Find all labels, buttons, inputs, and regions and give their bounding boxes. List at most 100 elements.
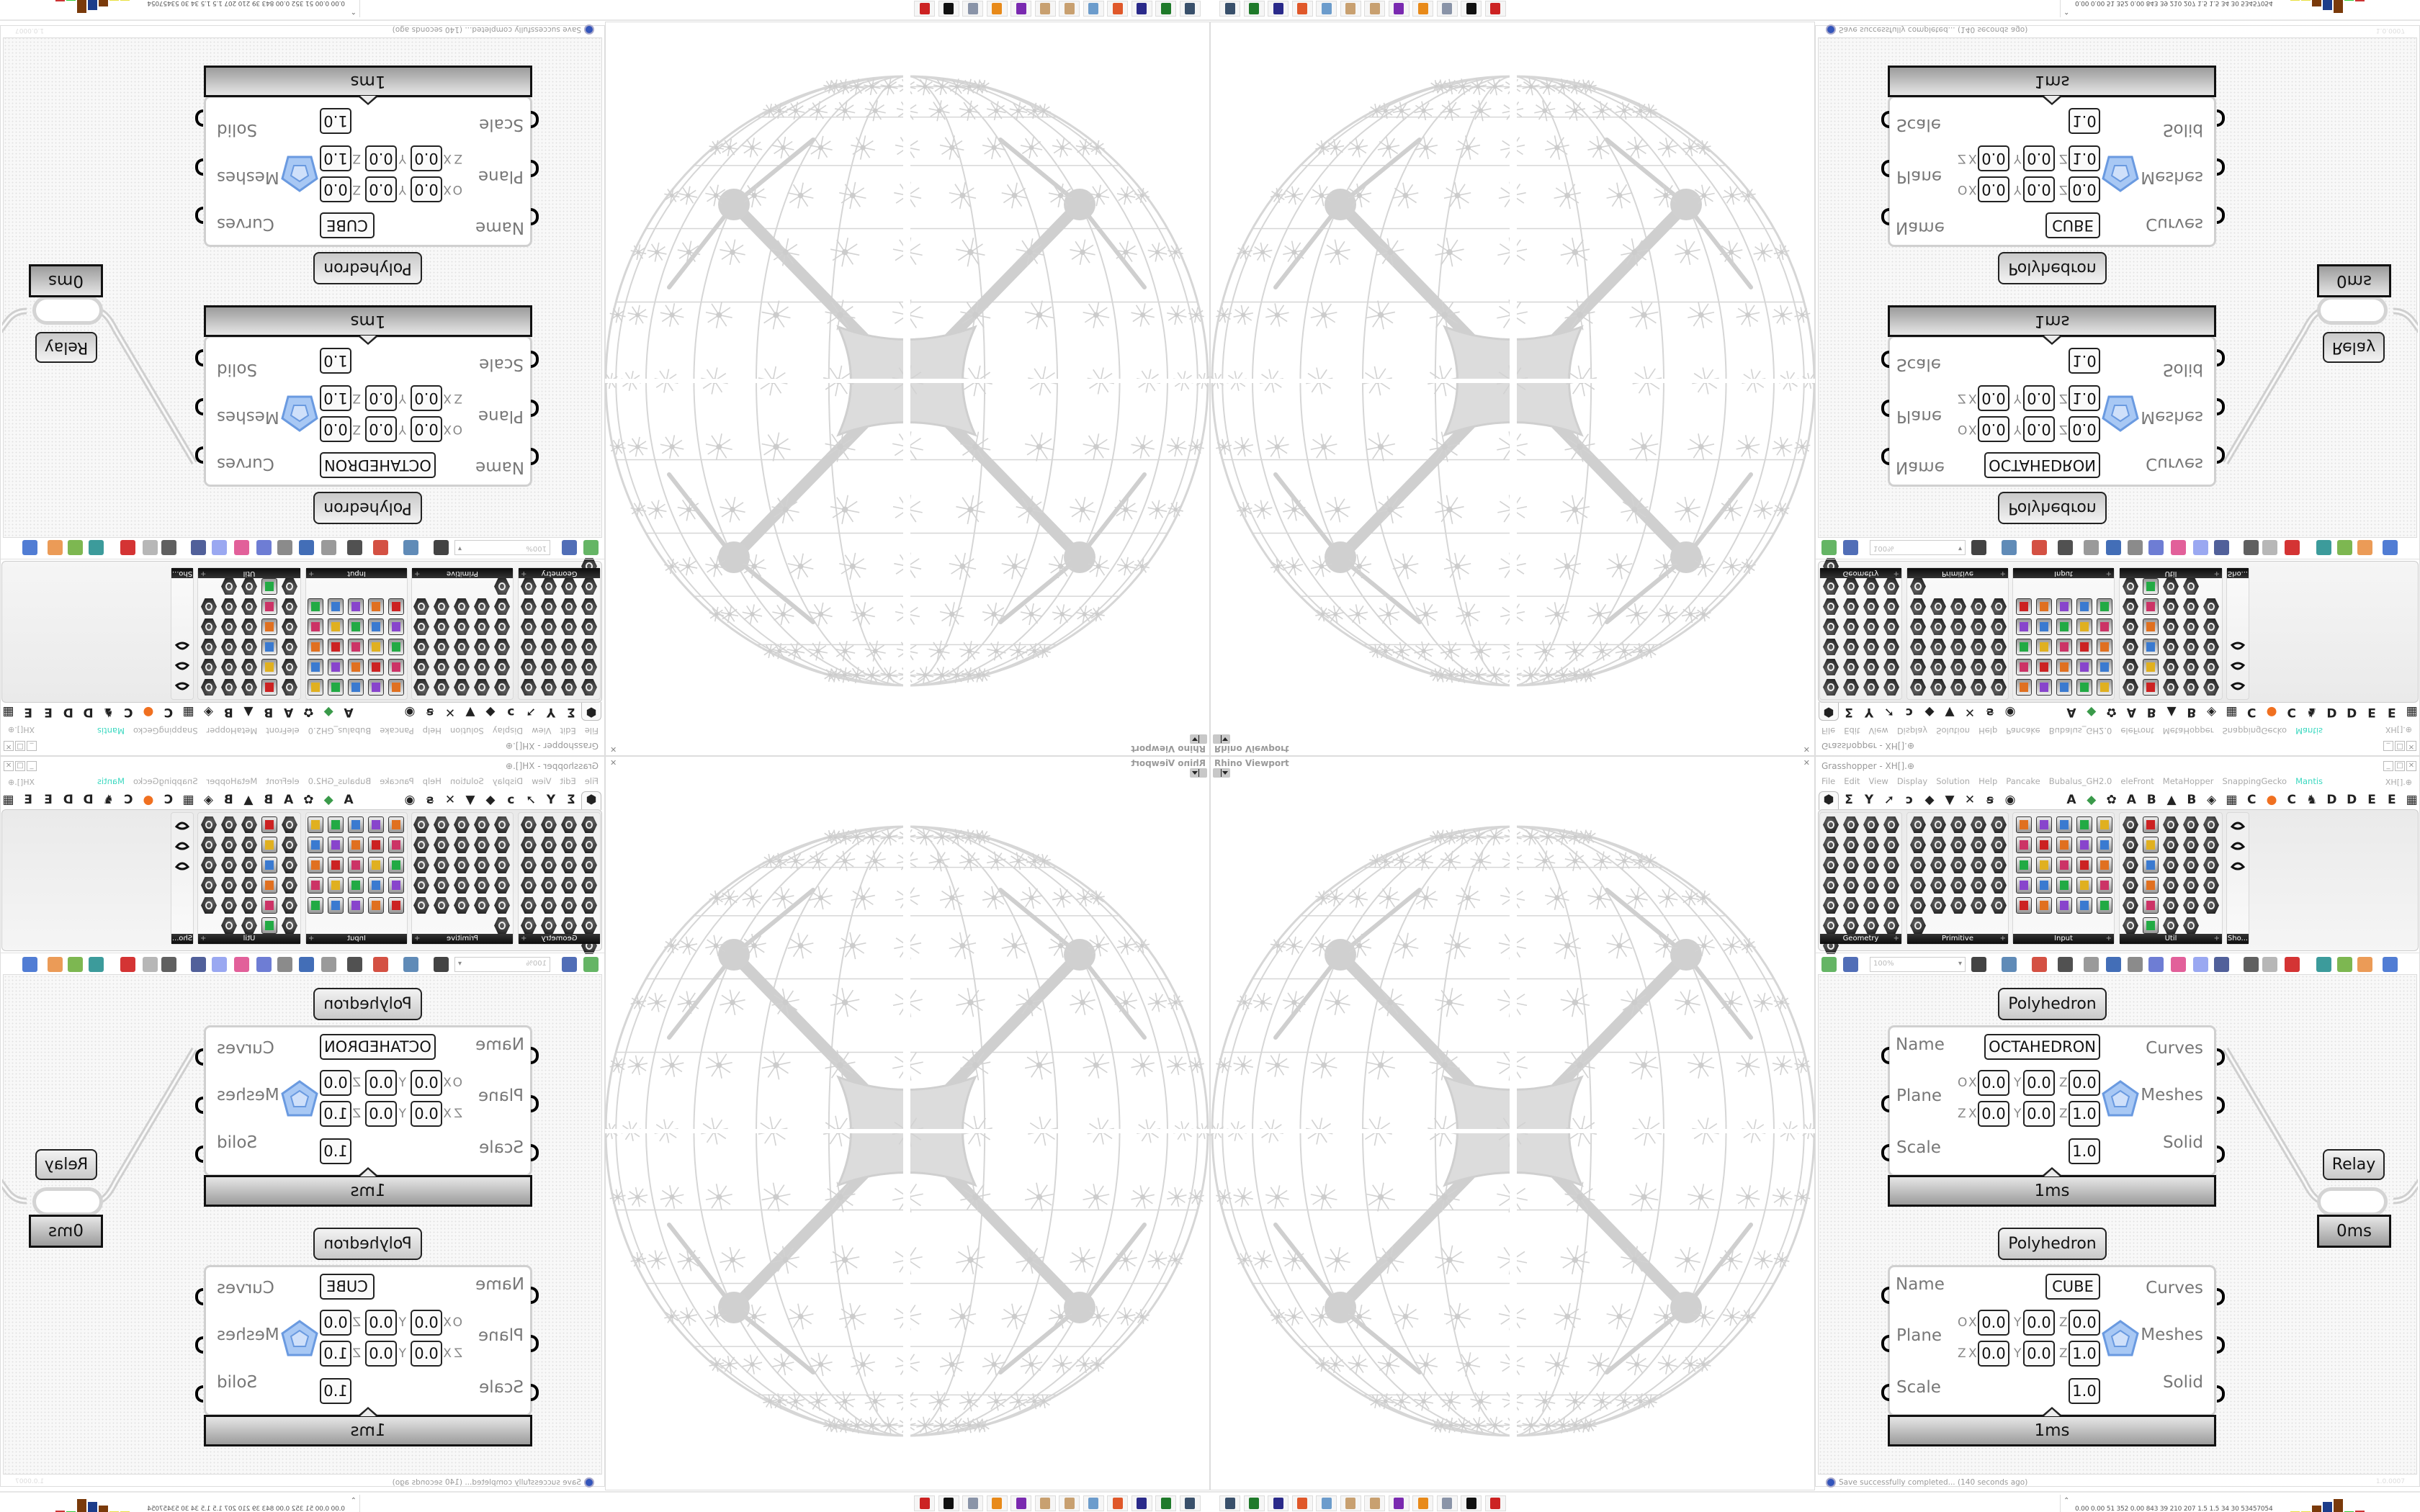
spiral-icon[interactable] (221, 837, 237, 853)
plugin-tab-2[interactable]: ✿ (303, 793, 314, 807)
clock-icon[interactable] (454, 837, 470, 853)
vector-icon[interactable] (1823, 639, 1839, 655)
swirl-icon[interactable] (1843, 917, 1859, 934)
pdb-icon[interactable] (2036, 877, 2052, 894)
scale-input[interactable]: 1.0 (320, 348, 351, 374)
menu-display[interactable]: Display (492, 776, 524, 786)
plugin-tab-8[interactable]: ▦ (2226, 793, 2238, 807)
text-icon[interactable] (474, 857, 490, 873)
curve-icon[interactable] (541, 598, 557, 615)
abc-icon[interactable] (2123, 917, 2138, 934)
egg-icon[interactable] (241, 618, 257, 635)
search-icon[interactable] (2163, 659, 2179, 675)
gradient-icon[interactable] (2016, 857, 2032, 873)
cluster-icon[interactable] (2058, 957, 2073, 972)
abc-icon[interactable] (282, 917, 297, 934)
tree-icon[interactable] (2123, 877, 2138, 894)
letter-a-icon[interactable] (454, 897, 470, 914)
axes-icon[interactable] (2123, 639, 2138, 655)
plugin-tab-13[interactable]: D (2326, 705, 2337, 719)
cherry-icon[interactable] (2123, 816, 2138, 833)
rhino-viewport[interactable]: Rhino Viewport ✕ (604, 22, 1210, 756)
toggle-icon[interactable] (308, 837, 323, 853)
taskbar-app-rhino[interactable] (938, 1, 959, 17)
spectrum-icon[interactable] (2076, 897, 2092, 914)
pen-icon[interactable] (2143, 639, 2159, 655)
spectrum-icon[interactable] (328, 598, 344, 615)
relay-title[interactable]: Relay (2323, 332, 2385, 363)
polyhedron-component[interactable]: Polyhedron Name Plane Scale Curves Meshes Soli… (1881, 988, 2225, 1207)
tilde-icon[interactable] (494, 917, 510, 934)
leaf-icon[interactable] (454, 618, 470, 635)
scale-input[interactable]: 1.0 (2069, 108, 2100, 134)
field-icon[interactable] (1883, 659, 1899, 675)
disc-icon[interactable] (201, 659, 217, 675)
knob-icon[interactable] (328, 639, 344, 655)
sketch-icon[interactable] (2032, 540, 2047, 555)
leaf-icon[interactable] (1950, 618, 1966, 635)
taskbar-app-red-gear[interactable] (914, 1495, 936, 1511)
minimize-button[interactable]: _ (27, 761, 37, 771)
input-port-name[interactable] (1881, 1287, 1889, 1304)
plugin-tab-15[interactable]: E (2367, 793, 2376, 807)
circle-icon[interactable] (541, 618, 557, 635)
abc-icon[interactable] (2123, 578, 2138, 595)
taskbar-app-terminal[interactable] (1155, 1495, 1177, 1511)
spiral-icon[interactable] (2183, 837, 2199, 853)
paint-icon[interactable] (348, 837, 364, 853)
presentation-icon[interactable] (2230, 857, 2246, 873)
plugin-tab-3[interactable]: A (2126, 793, 2136, 807)
a-param-icon[interactable] (201, 679, 217, 696)
text-tag-icon[interactable] (541, 857, 557, 873)
relay-title[interactable]: Relay (35, 332, 97, 363)
taskbar-app-purple-app[interactable] (1010, 1495, 1032, 1511)
panel-label[interactable]: Sho... (171, 934, 193, 944)
menu-help[interactable]: Help (422, 776, 442, 786)
panel-label[interactable]: Sho... (2227, 568, 2249, 578)
tab-0[interactable]: ⬢ (1823, 793, 1834, 807)
minimize-button[interactable]: _ (2383, 741, 2393, 751)
axes-icon[interactable] (282, 639, 297, 655)
horseshoe-icon[interactable] (261, 816, 277, 833)
target-icon[interactable] (2097, 877, 2112, 894)
save-icon[interactable] (562, 957, 577, 972)
tab-3[interactable]: ➚ (525, 793, 537, 807)
name-input[interactable]: OCTAHEDRON (320, 452, 436, 478)
point-icon[interactable] (581, 816, 597, 833)
xyz-icon[interactable] (328, 659, 344, 675)
star-icon[interactable] (1930, 679, 1946, 696)
wave-icon[interactable] (1883, 857, 1899, 873)
polygon-icon[interactable] (494, 837, 510, 853)
panel-expand-icon[interactable]: + (414, 935, 421, 942)
cylinder-icon[interactable] (1823, 598, 1839, 615)
clock-icon[interactable] (1950, 659, 1966, 675)
plugin-tab-10[interactable]: ● (143, 705, 154, 719)
box-face-icon[interactable] (561, 659, 577, 675)
text-tag-icon[interactable] (1863, 857, 1879, 873)
matrix-icon[interactable] (454, 679, 470, 696)
blue-sphere-icon[interactable] (2383, 957, 2398, 972)
menu-file[interactable]: File (584, 726, 599, 736)
wireframe-icon[interactable] (2262, 540, 2277, 555)
plugin-tab-17[interactable]: ▦ (2, 705, 14, 719)
abc-icon[interactable] (282, 578, 297, 595)
matrix-icon[interactable] (1950, 679, 1966, 696)
new-document-icon[interactable] (1821, 957, 1837, 972)
a-param-icon[interactable] (201, 816, 217, 833)
plugin-tab-16[interactable]: E (2387, 793, 2396, 807)
close-icon[interactable]: ✕ (1803, 744, 1810, 754)
shaded-icon[interactable] (120, 540, 135, 555)
premiere-icon[interactable] (2163, 897, 2179, 914)
arc-icon[interactable] (434, 816, 449, 833)
wave-icon[interactable] (1883, 639, 1899, 655)
origin-x-input[interactable]: 0.0 (411, 1310, 442, 1336)
point-icon[interactable] (1823, 816, 1839, 833)
gear-icon[interactable] (413, 659, 429, 675)
document-label[interactable]: XH[].⊕ (2385, 778, 2412, 787)
plugin-tab-16[interactable]: E (24, 705, 33, 719)
new-document-icon[interactable] (583, 957, 599, 972)
name-input[interactable]: OCTAHEDRON (1984, 1034, 2100, 1060)
relay-title[interactable]: Relay (35, 1149, 97, 1180)
torus-icon[interactable] (541, 917, 557, 934)
black-square-icon[interactable] (2036, 679, 2052, 696)
